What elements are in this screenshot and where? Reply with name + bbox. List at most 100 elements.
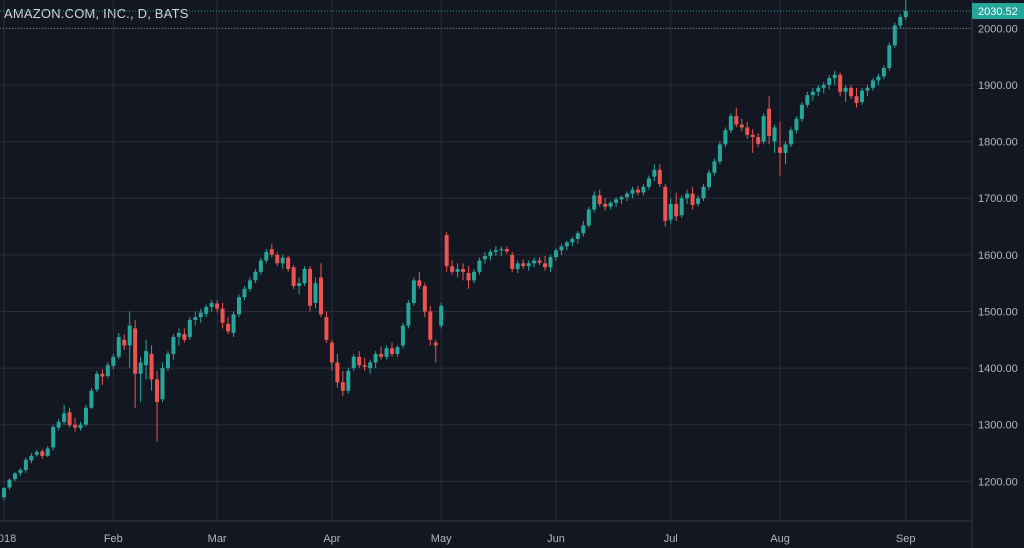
candle [286,255,291,272]
candle [165,351,170,371]
candle-body [526,263,531,267]
candle [493,246,498,256]
candle-body [493,250,498,253]
candle-body [619,197,624,200]
candle [799,101,804,122]
candle [18,467,23,476]
candle [149,345,154,391]
candle [275,252,280,267]
x-tick-label: Sep [896,533,916,545]
candle-body [373,353,378,363]
x-tick-label: Jul [664,533,678,545]
candle [674,192,679,221]
candle-body [854,96,859,104]
candle [810,87,815,101]
candle [723,127,728,148]
candle-body [581,225,586,234]
candle-body [575,233,580,239]
candle [362,357,367,371]
candle [417,271,422,289]
candle [734,107,739,128]
candle [592,191,597,213]
candle [778,121,783,176]
candle [450,260,455,275]
candle-body [329,342,334,363]
candle [559,243,564,255]
candle-body [827,78,832,85]
candle [51,424,56,451]
candle-body [209,302,214,307]
candle-body [646,178,651,187]
candle [160,362,165,403]
candle-body [816,87,821,92]
candle-body [280,257,285,264]
candle-body [532,260,537,264]
y-tick-label: 1300.00 [978,420,1018,432]
candle-body [193,317,198,320]
candle [860,87,865,105]
candle-body [247,280,252,289]
candle [444,232,449,272]
candle [597,189,602,207]
candle [564,240,569,251]
candle-body [832,74,837,79]
candle-body [111,356,116,366]
candle [614,197,619,207]
candle-body [100,373,105,377]
candle-body [898,16,903,26]
candle-body [379,353,384,357]
candle-body [133,328,138,374]
candle-body [794,118,799,131]
candle-body [127,325,132,346]
candle [706,169,711,190]
grid-lines [0,0,972,521]
candle-body [865,87,870,91]
candle-body [761,116,766,142]
x-tick-label: Aug [770,533,790,545]
candle-body [510,254,515,269]
candle-body [597,195,602,204]
candle [187,317,192,340]
candle-body [176,332,181,337]
candle-body [422,285,427,312]
candle [761,113,766,145]
candle-body [625,193,630,198]
candle-body [182,334,187,340]
candle [198,308,203,323]
candle [122,334,127,350]
candle [504,246,509,254]
candle-body [728,116,733,131]
candle [384,345,389,360]
candle-body [657,169,662,185]
candle [471,268,476,284]
candle-body [264,252,269,261]
chart-title: AMAZON.COM, INC., D, BATS [4,6,189,21]
candle [236,294,241,318]
x-tick-label: Jun [547,533,565,545]
candle-body [324,317,329,340]
candle-body [411,280,416,303]
candle-body [559,246,564,251]
candle-body [335,362,340,383]
last-price-tag: 2030.52 [972,3,1024,20]
candle [526,260,531,271]
candle [127,311,132,369]
candle [767,96,772,145]
candle [297,277,302,295]
candle [581,220,586,237]
candle [701,184,706,202]
candle-body [603,203,608,207]
candle-body [592,195,597,210]
candle [668,198,673,224]
candle-body [450,266,455,272]
candle-body [614,199,619,203]
y-tick-label: 1400.00 [978,363,1018,375]
candle-body [73,424,78,428]
candle [411,277,416,306]
candle [247,277,252,292]
candle [461,263,466,281]
candle-body [641,186,646,193]
candle [652,164,657,182]
candle-body [892,25,897,46]
